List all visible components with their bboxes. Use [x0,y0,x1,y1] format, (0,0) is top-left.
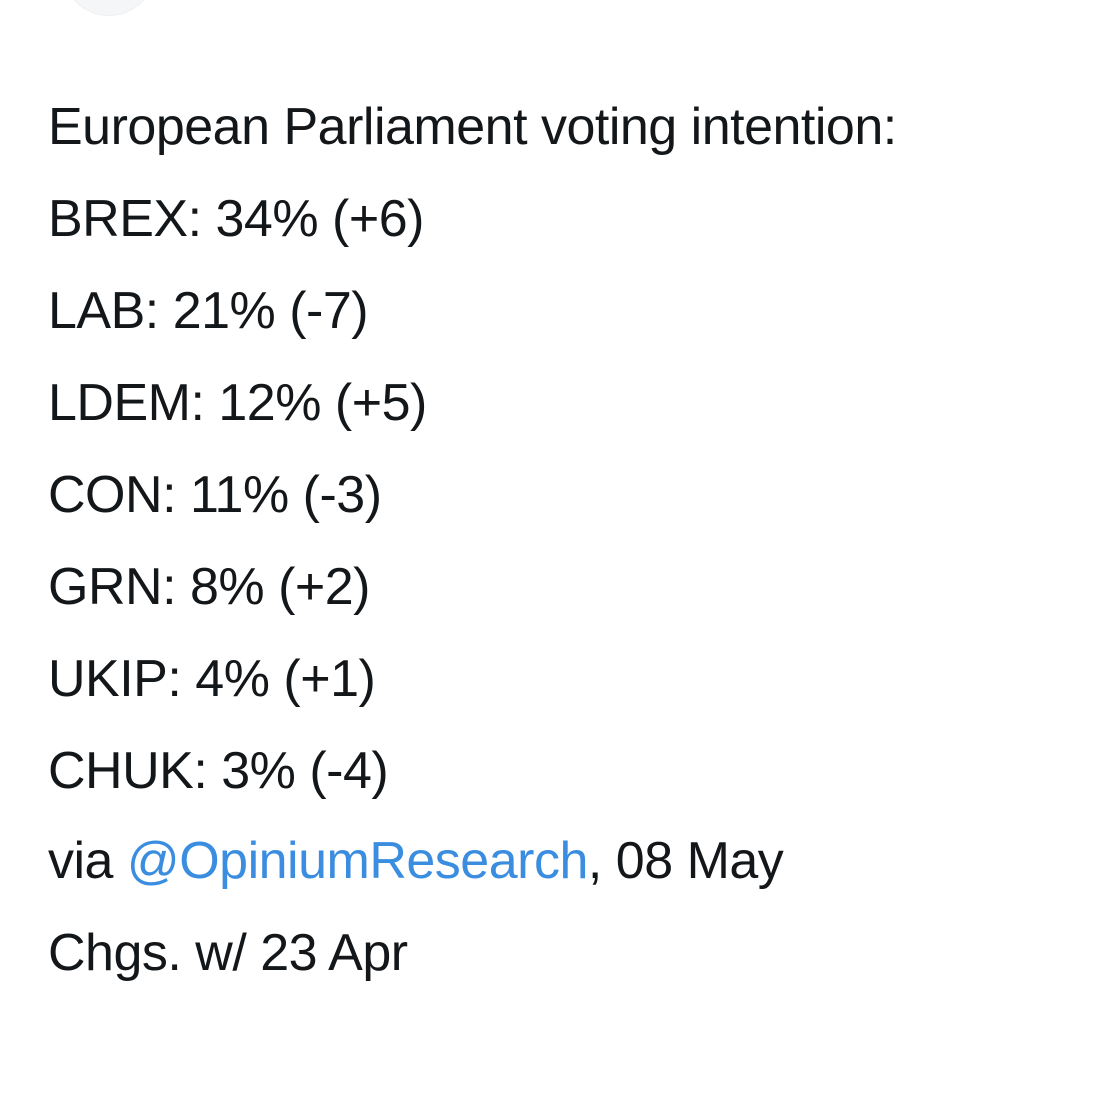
party-share: 8% [189,558,265,616]
tweet-text: European Parliament voting intention: BR… [48,96,1078,984]
results-list: BREX: 34% (+6) LAB: 21% (-7) LDEM: 12% (… [48,188,1078,802]
party-name: LAB [48,282,145,340]
result-row-ldem: LDEM: 12% (+5) [48,374,427,432]
party-change: (-7) [289,282,369,340]
changes-note: Chgs. w/ 23 Apr [48,924,408,982]
party-name: BREX [48,190,188,248]
party-change: (-3) [302,466,382,524]
result-row-chuk: CHUK: 3% (-4) [48,742,389,800]
party-name: GRN [48,558,163,616]
party-share: 3% [221,742,296,800]
party-share: 34% [215,190,319,248]
party-change: (+1) [283,650,376,708]
party-name: CHUK [48,742,194,800]
result-row-grn: GRN: 8% (+2) [48,558,370,616]
party-change: (-4) [309,742,389,800]
party-change: (+6) [332,190,424,248]
source-prefix: via [48,832,127,890]
party-name: CON [48,466,163,524]
result-row-lab: LAB: 21% (-7) [48,282,369,340]
party-share: 21% [172,282,276,340]
party-change: (+2) [278,558,370,616]
result-row-con: CON: 11% (-3) [48,466,382,524]
party-name: LDEM [48,374,191,432]
party-share: 4% [195,650,270,708]
source-date: , 08 May [587,832,784,890]
party-change: (+5) [334,374,427,432]
source-line: via @OpiniumResearch, 08 May [48,830,1078,922]
mention-link[interactable]: @OpiniumResearch [126,832,588,890]
result-row-brex: BREX: 34% (+6) [48,190,424,248]
avatar[interactable] [62,0,156,16]
party-name: UKIP [48,650,168,708]
party-share: 12% [218,374,321,432]
source-block: via @OpiniumResearch, 08 May Chgs. w/ 23… [48,830,1078,984]
party-share: 11% [189,466,289,524]
result-row-ukip: UKIP: 4% (+1) [48,650,376,708]
tweet-headline: European Parliament voting intention: [48,98,897,156]
